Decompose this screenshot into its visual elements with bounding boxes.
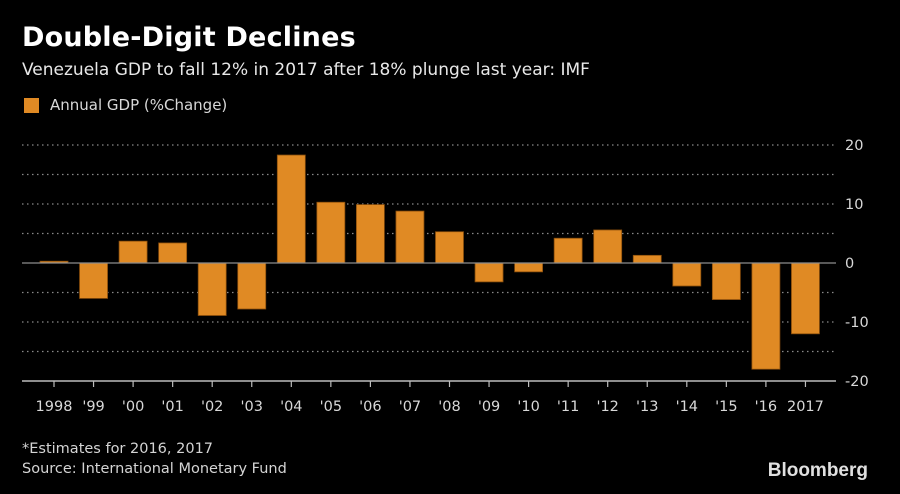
x-tick-label: '04 <box>280 399 302 415</box>
bar-13 <box>632 254 662 264</box>
x-tick-label: '05 <box>320 399 342 415</box>
legend: Annual GDP (%Change) <box>24 96 227 114</box>
x-tick-label: '02 <box>201 399 223 415</box>
bar-12 <box>593 229 623 264</box>
x-tick-label: '99 <box>82 399 104 415</box>
chart-title: Double-Digit Declines <box>22 22 356 53</box>
bar-05 <box>316 201 346 264</box>
legend-swatch <box>24 97 39 113</box>
bar-04 <box>276 154 306 264</box>
source-note: Source: International Monetary Fund <box>22 461 287 477</box>
bar-00 <box>118 240 148 264</box>
x-tick-label: '10 <box>517 399 539 415</box>
bar-15 <box>711 262 741 300</box>
bar-14 <box>672 262 702 287</box>
x-tick-label: '14 <box>676 399 698 415</box>
gridlines <box>22 144 836 353</box>
y-tick-label: 0 <box>845 256 854 272</box>
bars <box>39 154 820 370</box>
x-tick-label: '13 <box>636 399 658 415</box>
x-tick-label: '07 <box>399 399 421 415</box>
bar-08 <box>435 231 464 264</box>
x-tick-label: '15 <box>715 399 737 415</box>
bar-06 <box>355 204 385 264</box>
x-tick-label: '08 <box>438 399 460 415</box>
bloomberg-logo: Bloomberg <box>767 460 868 481</box>
x-axis: 1998 '99 '00 '01 '02 '03 '04 '05 '06 '07 '08 '09 '10… <box>22 380 836 415</box>
bar-03 <box>237 262 267 310</box>
chart-subtitle: Venezuela GDP to fall 12% in 2017 after … <box>22 60 590 80</box>
legend-label: Annual GDP (%Change) <box>50 96 228 114</box>
x-tick-label: '03 <box>241 399 263 415</box>
footnote: *Estimates for 2016, 2017 <box>22 441 214 457</box>
y-tick-label: -10 <box>845 315 869 331</box>
x-tick-label: '12 <box>596 399 618 415</box>
bar-10 <box>514 262 543 273</box>
bar-16 <box>751 262 781 370</box>
bar-01 <box>158 242 188 264</box>
x-tick-label: '11 <box>557 399 579 415</box>
y-tick-label: -20 <box>845 374 869 390</box>
x-tick-label: '00 <box>122 399 144 415</box>
bar-11 <box>553 237 583 264</box>
bar-02 <box>197 262 227 316</box>
y-tick-label: 10 <box>845 197 863 213</box>
bar-2017 <box>791 262 820 335</box>
y-tick-label: 20 <box>845 138 863 154</box>
x-tick-label: '16 <box>755 399 777 415</box>
x-tick-label: '09 <box>478 399 500 415</box>
bar-99 <box>79 262 108 299</box>
x-tick-label: 2017 <box>787 399 824 415</box>
x-tick-label: '06 <box>359 399 381 415</box>
bar-09 <box>474 262 504 283</box>
x-tick-label: '01 <box>161 399 183 415</box>
x-tick-label: 1998 <box>36 399 73 415</box>
y-axis: 20 10 0 -10 -20 <box>845 138 869 390</box>
bar-07 <box>395 210 425 264</box>
